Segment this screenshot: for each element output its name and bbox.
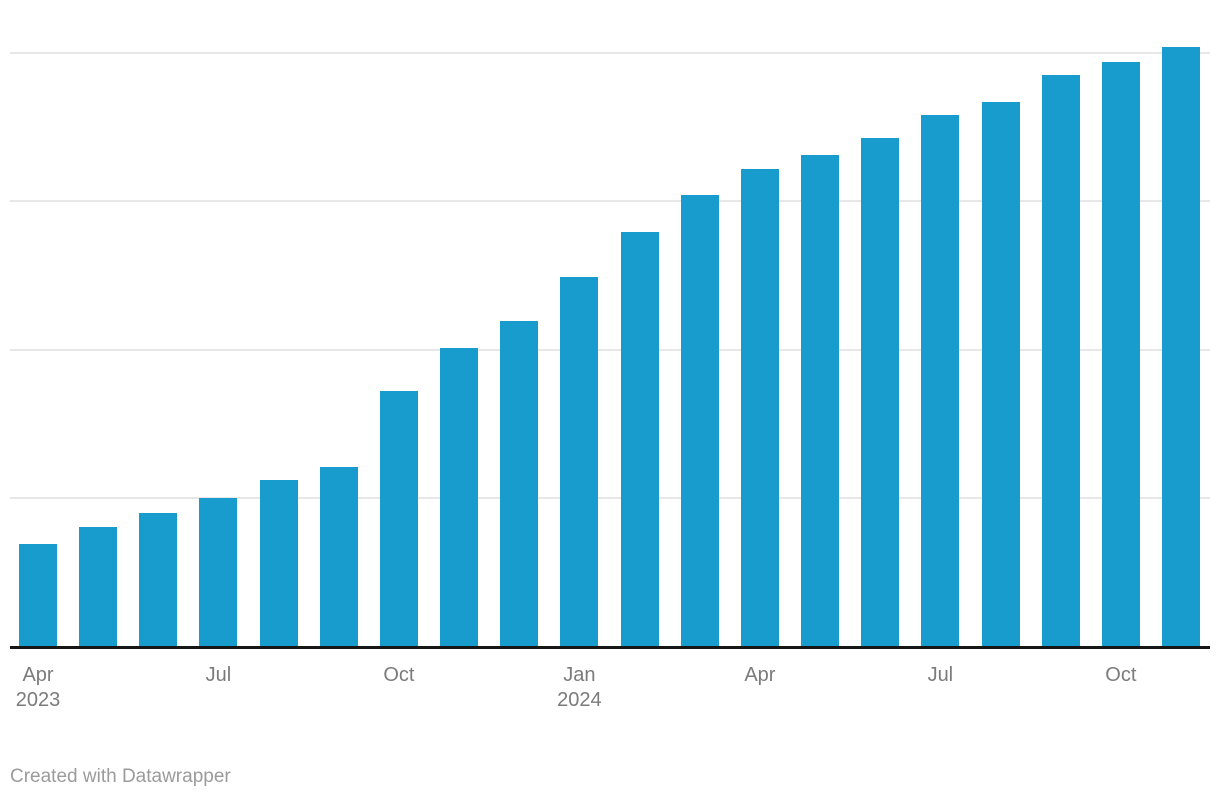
bar[interactable] (379, 391, 418, 646)
datawrapper-attribution-link[interactable]: Created with Datawrapper (10, 766, 231, 787)
bar[interactable] (319, 466, 358, 646)
bar[interactable] (139, 512, 178, 646)
x-axis-tick-label: Oct (1105, 664, 1137, 686)
bar[interactable] (861, 137, 900, 646)
x-axis-tick-label: Apr 2023 (15, 664, 61, 711)
bar[interactable] (620, 232, 659, 646)
bar[interactable] (259, 479, 298, 646)
bar[interactable] (921, 115, 960, 646)
x-axis-tick-label: Jul (205, 664, 232, 686)
gridline (10, 52, 1210, 54)
bar[interactable] (1101, 61, 1140, 646)
bar[interactable] (560, 276, 599, 646)
x-axis-tick-label: Jul (927, 664, 954, 686)
x-axis-tick-label: Apr (744, 664, 776, 686)
bar[interactable] (79, 527, 118, 646)
x-axis-tick-label: Oct (383, 664, 415, 686)
bar[interactable] (440, 348, 479, 646)
gridline (10, 200, 1210, 203)
bar[interactable] (740, 168, 779, 646)
bar[interactable] (1162, 47, 1200, 646)
bar[interactable] (981, 101, 1020, 646)
bar[interactable] (500, 321, 539, 646)
gridline (10, 348, 1210, 351)
x-axis-tick-label: Jan 2024 (557, 664, 602, 711)
bar[interactable] (1041, 75, 1080, 646)
x-axis: Apr 2023 Jul Oct Jan 2024 Apr Jul Oct (10, 663, 1210, 733)
bar[interactable] (801, 155, 840, 646)
x-axis-baseline (10, 646, 1210, 649)
bar[interactable] (199, 497, 238, 646)
bar[interactable] (680, 195, 719, 646)
bar[interactable] (19, 543, 57, 646)
plot-area (10, 0, 1210, 646)
gridline (10, 496, 1210, 499)
